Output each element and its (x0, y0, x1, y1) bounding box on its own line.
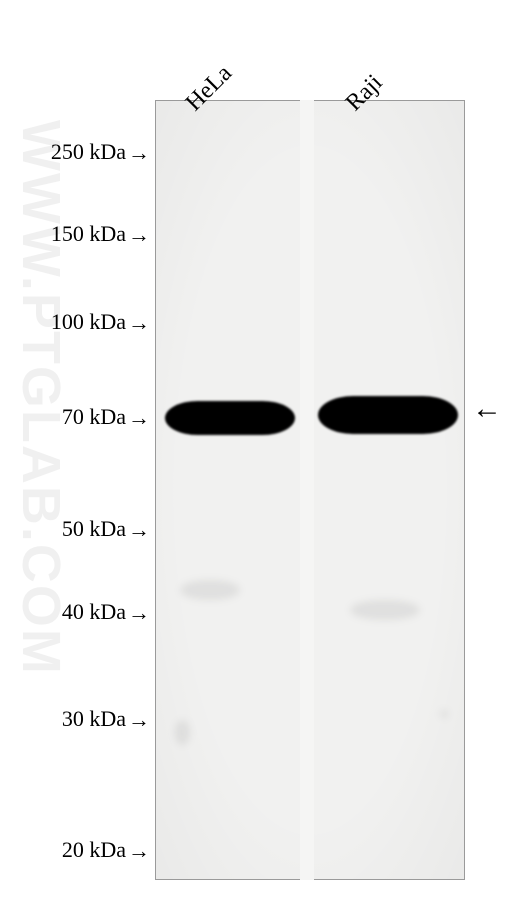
blot-smudge (350, 600, 420, 620)
marker-label: 50 kDa→ (62, 516, 150, 542)
marker-label-text: 50 kDa (62, 516, 126, 541)
arrow-right-icon: → (128, 222, 150, 248)
marker-label-text: 250 kDa (51, 139, 126, 164)
arrow-right-icon: → (128, 405, 150, 431)
protein-band (318, 396, 458, 434)
blot-smudge (180, 580, 240, 600)
marker-label: 150 kDa→ (51, 221, 150, 247)
arrow-right-icon: → (128, 707, 150, 733)
target-band-arrow: ← (472, 392, 502, 426)
marker-label-text: 30 kDa (62, 706, 126, 731)
arrow-right-icon: → (128, 310, 150, 336)
marker-label: 20 kDa→ (62, 837, 150, 863)
marker-label: 100 kDa→ (51, 309, 150, 335)
marker-label: 40 kDa→ (62, 599, 150, 625)
marker-label: 70 kDa→ (62, 404, 150, 430)
arrow-right-icon: → (128, 140, 150, 166)
marker-label-text: 40 kDa (62, 599, 126, 624)
arrow-right-icon: → (128, 517, 150, 543)
arrow-right-icon: → (128, 600, 150, 626)
marker-label-text: 100 kDa (51, 309, 126, 334)
marker-label: 30 kDa→ (62, 706, 150, 732)
marker-label-text: 150 kDa (51, 221, 126, 246)
marker-label-text: 20 kDa (62, 837, 126, 862)
lane-gap (300, 100, 314, 880)
marker-label: 250 kDa→ (51, 139, 150, 165)
figure-container: WWW.PTGLAB.COM HeLaRaji 250 kDa→150 kDa→… (0, 0, 520, 903)
protein-band (165, 401, 295, 435)
arrow-right-icon: → (128, 838, 150, 864)
watermark: WWW.PTGLAB.COM (10, 120, 72, 676)
marker-label-text: 70 kDa (62, 404, 126, 429)
blot-smudge (175, 720, 190, 745)
blot-smudge (440, 710, 448, 718)
